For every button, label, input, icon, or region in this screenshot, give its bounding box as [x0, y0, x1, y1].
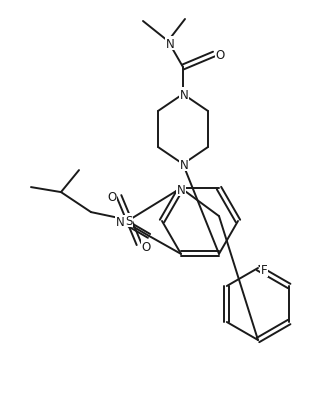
Text: N: N — [180, 158, 188, 171]
Text: F: F — [261, 264, 267, 277]
Text: O: O — [107, 190, 117, 203]
Text: N: N — [166, 37, 174, 50]
Text: N: N — [177, 183, 185, 196]
Text: N: N — [116, 216, 125, 229]
Text: O: O — [215, 48, 225, 61]
Text: S: S — [125, 214, 133, 227]
Text: N: N — [180, 88, 188, 101]
Text: O: O — [141, 240, 151, 253]
